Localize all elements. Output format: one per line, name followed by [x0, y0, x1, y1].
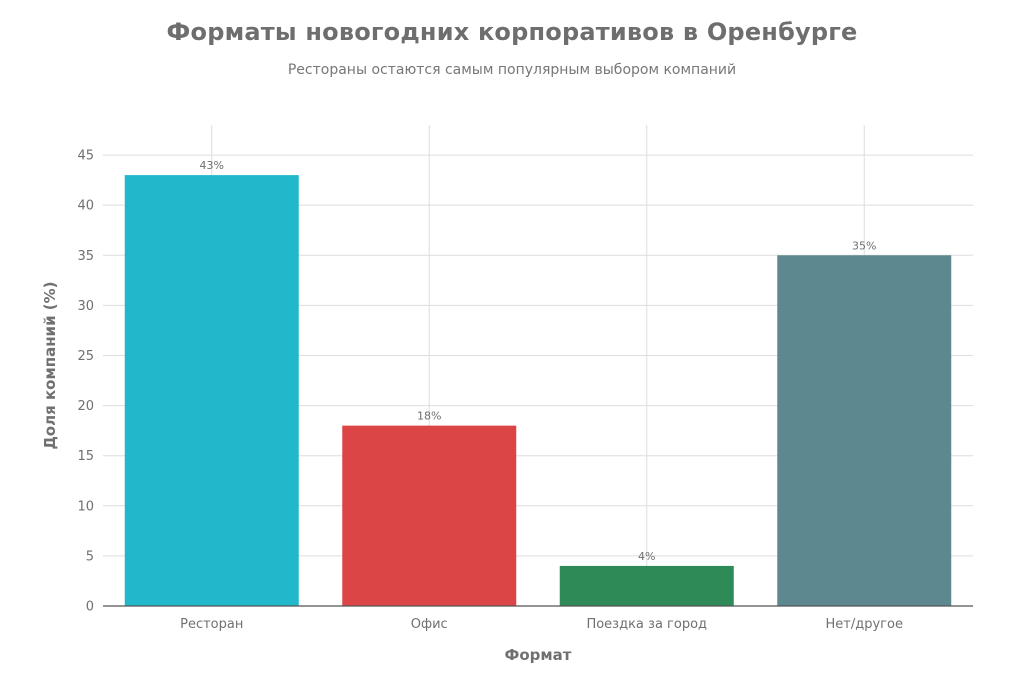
bar: [559, 565, 734, 606]
data-labels: 43% 18% 4% 35%: [200, 159, 877, 563]
y-tick-label: 15: [77, 449, 94, 464]
data-label: 18%: [417, 410, 441, 423]
data-label: 35%: [852, 239, 876, 252]
y-tick-label: 45: [77, 149, 94, 164]
bar: [124, 175, 299, 606]
y-tick-label: 5: [86, 549, 94, 564]
y-tick-label: 25: [77, 349, 94, 364]
x-tick-label: Ресторан: [180, 617, 243, 632]
x-axis-title: Формат: [505, 646, 572, 664]
chart-title: Форматы новогодних корпоративов в Оренбу…: [166, 18, 858, 46]
x-tick-label: Поездка за город: [586, 617, 707, 632]
x-tick-label: Офис: [411, 617, 448, 632]
data-label: 4%: [638, 550, 655, 563]
chart-subtitle: Рестораны остаются самым популярным выбо…: [287, 62, 737, 78]
y-axis-title: Доля компаний (%): [41, 281, 59, 449]
y-tick-label: 20: [77, 399, 94, 414]
y-tick-label: 0: [86, 600, 94, 615]
y-tick-label: 35: [77, 249, 94, 264]
bar: [342, 425, 517, 606]
bars: [124, 175, 952, 607]
y-tick-label: 10: [77, 499, 94, 514]
y-tick-label: 40: [77, 199, 94, 214]
data-label: 43%: [200, 159, 224, 172]
y-tick-labels: 0 5 10 15 20 25 30 35 40 45: [77, 149, 94, 615]
x-tick-label: Нет/другое: [826, 617, 903, 632]
bar: [777, 255, 952, 607]
x-tick-labels: Ресторан Офис Поездка за город Нет/другое: [180, 617, 903, 632]
y-tick-label: 30: [77, 299, 94, 314]
